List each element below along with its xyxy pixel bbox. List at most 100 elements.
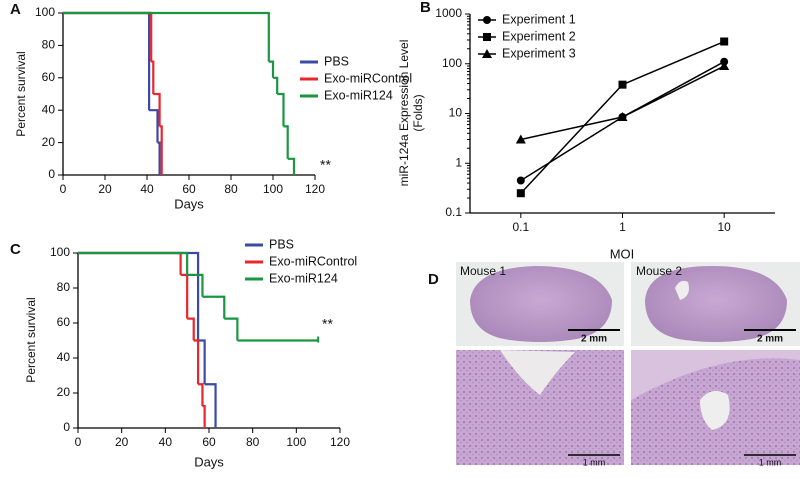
marker bbox=[515, 134, 526, 144]
legend-label: PBS bbox=[269, 237, 294, 251]
panel-letter: A bbox=[10, 1, 21, 18]
x-tick-label: 80 bbox=[224, 182, 238, 196]
marker bbox=[483, 33, 491, 41]
survival-step bbox=[187, 273, 204, 297]
survival-step bbox=[78, 251, 189, 275]
y-tick-label: 80 bbox=[57, 280, 71, 294]
x-tick-label: 80 bbox=[246, 435, 260, 449]
series-line bbox=[520, 61, 725, 182]
y-axis-label: Percent survival bbox=[24, 297, 38, 382]
survival-step bbox=[193, 339, 200, 385]
y-tick-label: 100 bbox=[50, 245, 70, 259]
survival-step bbox=[268, 60, 275, 78]
legend-label: Experiment 3 bbox=[502, 46, 576, 60]
y-axis-label: Percent survival bbox=[14, 51, 28, 136]
scale-label: 2 mm bbox=[581, 334, 607, 345]
survival-step bbox=[273, 76, 279, 94]
y-tick-label: 80 bbox=[42, 38, 56, 52]
y-tick-label: 20 bbox=[57, 385, 71, 399]
survival-step bbox=[63, 11, 153, 62]
x-tick-label: 60 bbox=[202, 435, 216, 449]
x-axis-label: Days bbox=[194, 454, 224, 469]
y-tick-label: 1000 bbox=[435, 6, 462, 20]
x-tick-label: 100 bbox=[263, 182, 283, 196]
y-tick-label: 0.1 bbox=[445, 205, 462, 219]
marker bbox=[516, 176, 525, 185]
scale-label: 2 mm bbox=[757, 334, 783, 345]
scale-label: 1 mm bbox=[583, 457, 606, 467]
legend-label: Exo-miR124 bbox=[269, 271, 338, 285]
survival-step bbox=[187, 317, 195, 341]
y-tick-label: 20 bbox=[42, 135, 56, 149]
panel-letter: D bbox=[428, 271, 439, 288]
marker bbox=[618, 80, 627, 89]
panel-letter: B bbox=[420, 0, 431, 16]
y-axis-label: (Folds) bbox=[411, 94, 425, 131]
x-tick-label: 20 bbox=[115, 435, 129, 449]
legend-label: Experiment 2 bbox=[502, 29, 576, 43]
y-axis-label: miR-124a Expression Level bbox=[397, 40, 411, 187]
survival-step bbox=[224, 317, 239, 341]
x-tick-label: 10 bbox=[717, 220, 731, 234]
x-tick-label: 120 bbox=[330, 435, 350, 449]
survival-step bbox=[63, 11, 151, 111]
x-tick-label: 40 bbox=[159, 435, 173, 449]
marker bbox=[719, 61, 730, 71]
legend-label: Experiment 1 bbox=[502, 12, 576, 26]
survival-step bbox=[287, 157, 296, 175]
legend-label: Exo-miRControl bbox=[324, 71, 412, 85]
tissue-edge bbox=[631, 350, 800, 400]
x-tick-label: 0.1 bbox=[512, 220, 529, 234]
legend-label: PBS bbox=[324, 54, 349, 68]
x-axis-label: MOI bbox=[610, 246, 635, 261]
panel-letter: C bbox=[10, 241, 21, 258]
survival-step bbox=[153, 92, 161, 127]
y-tick-label: 60 bbox=[57, 315, 71, 329]
marker bbox=[483, 16, 491, 24]
survival-step bbox=[180, 273, 189, 319]
x-tick-label: 0 bbox=[60, 182, 67, 196]
survival-step bbox=[202, 295, 226, 319]
marker bbox=[482, 49, 492, 58]
marker bbox=[720, 37, 729, 46]
lesion bbox=[700, 391, 730, 430]
survival-step bbox=[151, 60, 155, 94]
survival-step bbox=[204, 383, 217, 428]
x-tick-label: 20 bbox=[98, 182, 112, 196]
x-tick-label: 100 bbox=[286, 435, 306, 449]
image-label: Mouse 2 bbox=[636, 264, 682, 278]
x-tick-label: 1 bbox=[619, 220, 626, 234]
x-axis-label: Days bbox=[174, 196, 204, 211]
y-tick-label: 10 bbox=[449, 106, 463, 120]
brain-section bbox=[470, 266, 612, 342]
survival-step bbox=[63, 11, 270, 62]
survival-step bbox=[277, 92, 285, 127]
significance: ** bbox=[320, 157, 331, 173]
y-tick-label: 60 bbox=[42, 70, 56, 84]
survival-step bbox=[198, 339, 206, 385]
y-tick-label: 0 bbox=[48, 167, 55, 181]
y-tick-label: 100 bbox=[35, 5, 55, 19]
marker bbox=[617, 112, 628, 122]
survival-step bbox=[149, 109, 159, 143]
x-tick-label: 60 bbox=[182, 182, 196, 196]
survival-step bbox=[159, 125, 163, 175]
legend-label: Exo-miRControl bbox=[269, 254, 357, 268]
y-tick-label: 1 bbox=[455, 155, 462, 169]
y-tick-label: 40 bbox=[57, 350, 71, 364]
survival-step bbox=[157, 141, 161, 175]
y-tick-label: 100 bbox=[442, 56, 462, 70]
lesion bbox=[675, 280, 689, 300]
series-line bbox=[520, 65, 725, 141]
survival-step bbox=[198, 383, 204, 407]
survival-step bbox=[78, 251, 182, 275]
survival-step bbox=[202, 405, 206, 428]
y-tick-label: 0 bbox=[63, 420, 70, 434]
scale-label: 1 mm bbox=[759, 457, 782, 467]
lesion bbox=[500, 350, 575, 395]
survival-step bbox=[283, 125, 289, 159]
y-tick-label: 40 bbox=[42, 102, 56, 116]
panel-d: D Mouse 1 Mouse 2 2 mm 2 mm 1 mm 1 mm bbox=[428, 262, 800, 467]
legend-label: Exo-miR124 bbox=[324, 88, 393, 102]
